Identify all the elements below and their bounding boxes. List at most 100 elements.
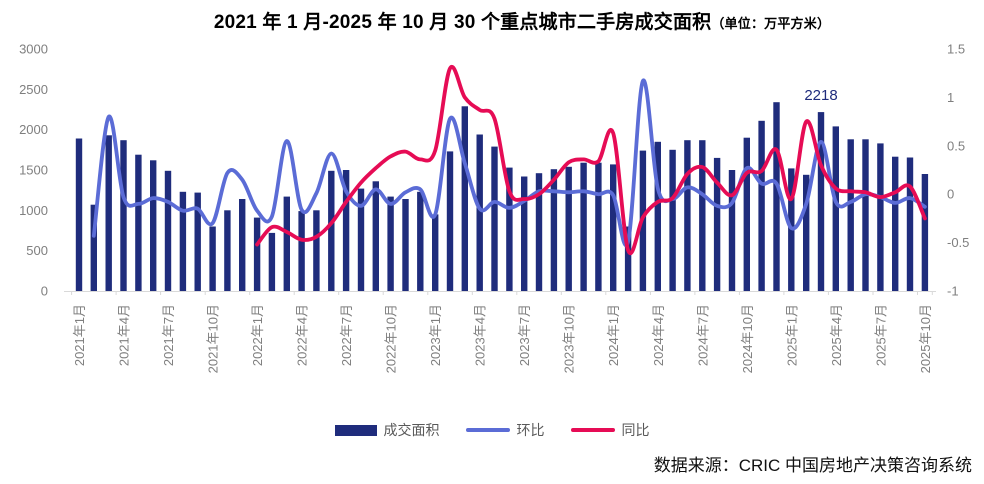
volume-bar	[565, 166, 572, 291]
left-axis-label: 2000	[19, 122, 48, 137]
legend-item-mom: 环比	[465, 420, 545, 440]
volume-bar	[506, 167, 513, 291]
volume-bar	[595, 162, 602, 291]
chart-legend: 成交面积 环比 同比	[0, 420, 984, 440]
volume-bar	[906, 157, 914, 291]
volume-bar	[253, 217, 261, 291]
x-axis-label: 2024年7月	[695, 304, 710, 366]
x-axis-label: 2021年10月	[206, 304, 221, 373]
volume-bar	[817, 112, 825, 291]
left-axis-label: 2500	[19, 82, 48, 97]
x-axis-label: 2023年4月	[473, 304, 488, 366]
volume-bar	[476, 134, 483, 291]
volume-bar	[179, 191, 187, 291]
volume-bar	[892, 156, 899, 291]
volume-bar	[713, 157, 721, 291]
chart-title: 2021 年 1 月-2025 年 10 月 30 个重点城市二手房成交面积（单…	[0, 7, 984, 34]
volume-bar	[669, 149, 676, 291]
x-axis-label: 2021年7月	[161, 304, 176, 366]
x-axis-label: 2022年1月	[250, 304, 265, 366]
volume-bar	[580, 162, 587, 291]
volume-bar	[684, 140, 691, 291]
volume-bar	[624, 226, 632, 291]
max-value-annotation: 2218	[804, 87, 837, 104]
volume-bar	[832, 126, 839, 292]
volume-bar	[550, 169, 558, 291]
legend-item-yoy: 同比	[570, 420, 650, 440]
data-source: 数据来源：CRIC 中国房地产决策咨询系统	[653, 456, 972, 475]
x-axis-label: 2025年4月	[829, 304, 844, 366]
x-axis-label: 2024年1月	[606, 304, 621, 366]
volume-bar	[224, 210, 231, 291]
x-axis-label: 2023年7月	[517, 304, 532, 366]
right-axis-label: 0.5	[947, 138, 965, 153]
volume-bar	[342, 170, 350, 291]
x-axis-label: 2025年10月	[918, 304, 933, 373]
volume-bar	[150, 160, 157, 291]
volume-bar	[461, 106, 468, 291]
volume-bar	[758, 120, 765, 291]
right-axis-label: 0	[947, 187, 954, 202]
legend-label-yoy: 同比	[621, 422, 650, 438]
volume-bar	[432, 214, 439, 291]
yoy-line	[255, 64, 927, 256]
volume-bar	[491, 146, 498, 291]
left-axis-label: 3000	[19, 42, 48, 57]
left-axis-label: 0	[41, 284, 48, 299]
volume-bar	[743, 137, 750, 291]
volume-bar	[372, 181, 379, 291]
volume-bar	[877, 143, 884, 291]
volume-bar	[90, 204, 97, 291]
x-axis-label: 2024年10月	[740, 304, 755, 373]
legend-item-volume: 成交面积	[334, 420, 440, 440]
volume-bar	[209, 226, 216, 291]
volume-bar	[921, 174, 929, 291]
x-axis-label: 2024年4月	[651, 304, 666, 366]
volume-bar	[654, 141, 661, 291]
x-axis-label: 2023年10月	[562, 304, 577, 373]
volume-bar	[268, 232, 276, 291]
x-axis-label: 2023年1月	[428, 304, 443, 366]
volume-bar	[283, 196, 290, 291]
volume-bar	[105, 135, 112, 291]
volume-bar	[699, 140, 706, 291]
volume-bar	[728, 170, 736, 291]
volume-bar	[610, 164, 617, 291]
mom-line	[91, 78, 927, 248]
left-axis-label: 1000	[19, 203, 48, 218]
left-axis-label: 500	[26, 243, 48, 258]
legend-label-volume: 成交面积	[383, 422, 440, 438]
chart-title-main: 2021 年 1 月-2025 年 10 月 30 个重点城市二手房成交面积	[213, 12, 712, 33]
x-axis-label: 2021年4月	[117, 304, 132, 366]
bar-swatch-icon	[334, 424, 377, 436]
volume-bar	[120, 140, 127, 291]
volume-bar	[417, 191, 424, 291]
volume-bar	[298, 211, 305, 291]
x-axis-label: 2022年10月	[384, 304, 399, 373]
volume-bar	[773, 102, 780, 291]
right-axis-label: -1	[947, 284, 959, 299]
volume-bar	[446, 151, 454, 291]
volume-bar	[402, 199, 409, 291]
line-swatch-icon	[570, 428, 615, 432]
volume-bar	[535, 173, 543, 291]
volume-bar	[847, 139, 854, 291]
volume-bar	[75, 138, 83, 291]
volume-bar	[521, 176, 528, 291]
right-axis-label: 1.5	[947, 42, 965, 57]
volume-bar	[194, 192, 201, 291]
volume-bar	[313, 210, 320, 291]
x-axis-label: 2022年7月	[339, 304, 354, 366]
x-axis-label: 2021年1月	[72, 304, 87, 366]
x-axis-label: 2025年1月	[784, 304, 799, 366]
volume-bar	[387, 196, 394, 291]
chart-title-unit: （单位：万平方米）	[711, 16, 831, 31]
right-axis-label: -0.5	[947, 235, 969, 250]
volume-bar	[862, 139, 869, 291]
volume-bar	[164, 170, 172, 291]
x-axis-label: 2025年7月	[873, 304, 888, 366]
volume-bar	[357, 188, 365, 291]
volume-bar	[803, 174, 810, 291]
